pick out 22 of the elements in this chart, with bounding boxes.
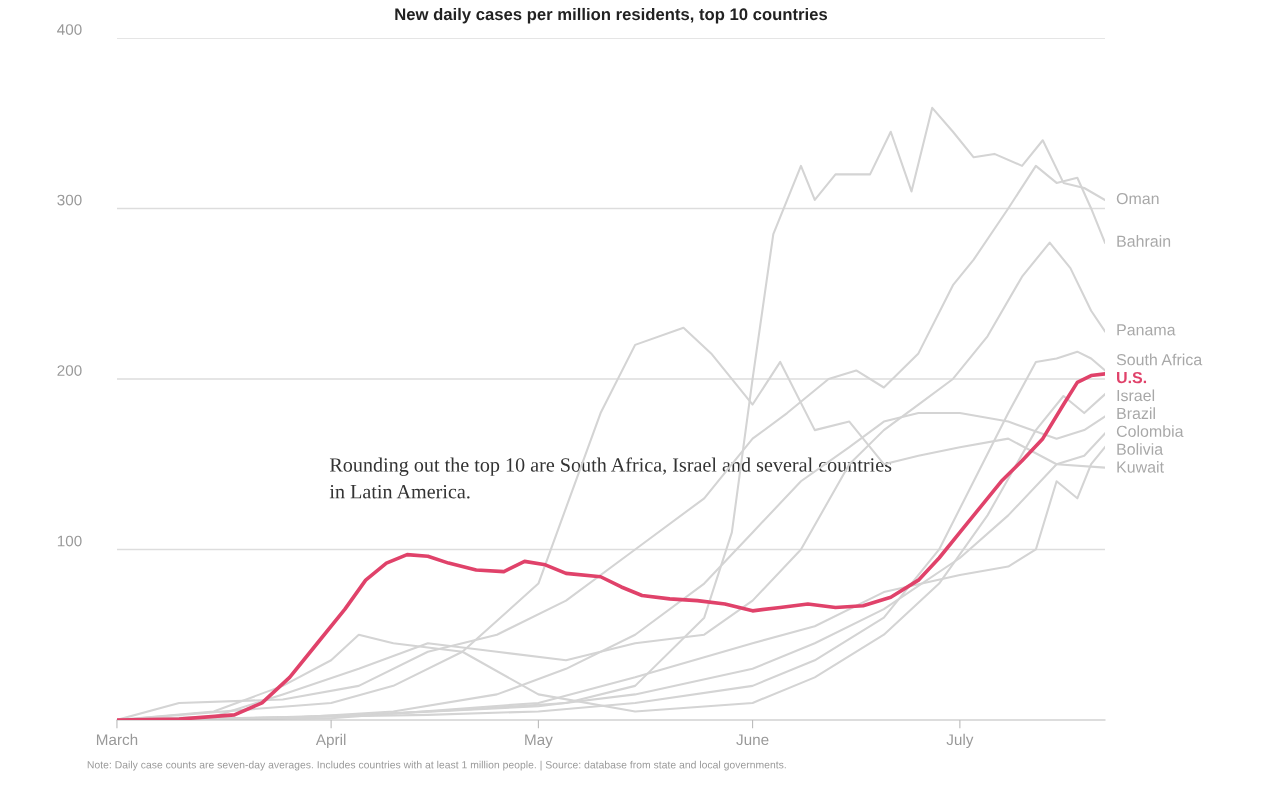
series-label: U.S. [1117,371,1147,384]
series-label: South Africa [1116,353,1203,366]
x-tick-label: March [96,733,138,746]
series-label: Oman [1116,192,1159,205]
series-label: Kuwait [1117,461,1164,473]
series-label: Brazil [1117,407,1155,420]
y-tick-label: 100 [57,535,82,547]
series-label: Bolivia [1117,443,1164,455]
chart-title: New daily cases per million residents, top 10 countries [395,7,828,24]
series-label: Israel [1117,389,1155,402]
x-tick-label: July [946,733,974,749]
series-label: Bahrain [1117,235,1171,247]
y-tick-label: 400 [57,24,82,35]
text: Note: Daily case counts are seven-day averages. Includes countries with at least 1 million people. | Source: database from state and local governments. [87,760,786,771]
series-label: Colombia [1116,425,1184,437]
y-tick-label: 200 [57,365,82,376]
annotation: Rounding out the top 10 are South Africa, Israel and several countries in Latin America. [329,457,892,499]
series-label: Panama [1117,324,1176,336]
x-tick-label: June [736,734,769,746]
y-tick-label: 300 [57,194,82,206]
x-tick-label: April [315,733,346,749]
x-tick-label: May [525,734,553,749]
